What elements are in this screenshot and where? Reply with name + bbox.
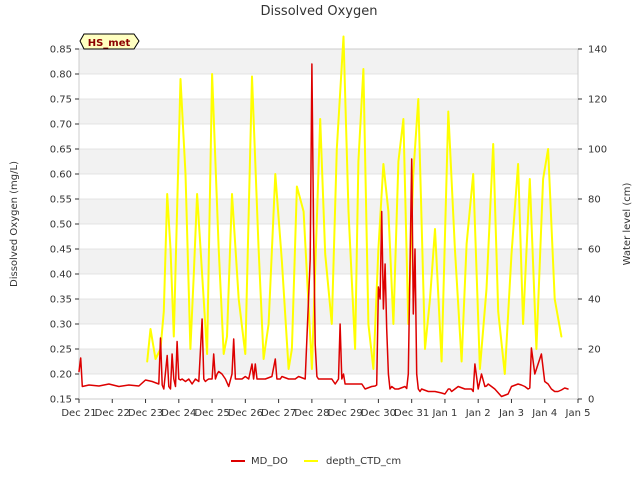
legend: MD_DO depth_CTD_cm [231,456,401,467]
y-tick-label-left: 0.65 [50,145,72,156]
background-band [79,299,578,324]
y-tick-label-left: 0.40 [50,270,72,281]
x-tick-label: Dec 28 [294,408,329,419]
x-tick-label: Jan 3 [498,408,524,419]
station-badge-label: HS_met [88,38,131,49]
y-tick-label-right: 40 [588,295,601,306]
x-tick-label: Dec 29 [328,408,363,419]
legend-label-md-do: MD_DO [251,456,288,467]
y-tick-label-left: 0.80 [50,70,72,81]
background-band [79,199,578,224]
y-tick-label-right: 120 [588,95,607,106]
x-tick-label: Dec 30 [361,408,396,419]
station-badge: HS_met [79,33,140,50]
y-tick-label-left: 0.50 [50,220,72,231]
x-tick-label: Dec 27 [261,408,296,419]
series-layer [78,35,569,398]
y-tick-label-left: 0.30 [50,320,72,331]
x-tick-label: Dec 26 [228,408,263,419]
background-band [79,49,578,74]
x-tick-label: Jan 5 [565,408,591,419]
background-band [79,99,578,124]
y-tick-label-left: 0.45 [50,245,72,256]
y-tick-label-right: 140 [588,45,607,56]
y-tick-label-right: 80 [588,195,601,206]
y-tick-label-right: 100 [588,145,607,156]
background-band [79,149,578,174]
y-tick-label-left: 0.25 [50,345,72,356]
y-tick-label-right: 20 [588,345,601,356]
left-y-axis-ticks: 0.15 0.20 0.25 0.30 0.35 0.40 0.45 0.50 0.55 0.60… [50,45,79,406]
y-tick-label-right: 0 [588,395,594,406]
x-tick-label: Dec 21 [61,408,96,419]
plot-background-bands [79,49,578,374]
left-y-axis-label: Dissolved Oxygen (mg/L) [9,161,20,287]
right-y-axis-ticks: 0 20 40 60 80 100 120 140 [578,45,607,406]
series-line-depth-ctd-cm [146,35,563,375]
x-tick-label: Dec 25 [194,408,229,419]
y-tick-label-left: 0.70 [50,120,72,131]
y-tick-label-right: 60 [588,245,601,256]
legend-label-depth: depth_CTD_cm [326,456,401,467]
y-tick-label-left: 0.60 [50,170,72,181]
background-band [79,249,578,274]
x-tick-label: Jan 2 [465,408,491,419]
y-tick-label-left: 0.85 [50,45,72,56]
x-tick-label: Dec 31 [394,408,429,419]
right-y-axis-label: Water level (cm) [622,183,633,266]
y-tick-label-left: 0.15 [50,395,72,406]
series-line-md-do [78,63,569,398]
x-tick-label: Dec 23 [128,408,163,419]
x-tick-label: Jan 1 [431,408,457,419]
x-tick-label: Dec 22 [95,408,130,419]
chart-title: Dissolved Oxygen [261,4,378,19]
y-tick-label-left: 0.55 [50,195,72,206]
x-tick-label: Dec 24 [161,408,196,419]
y-tick-label-left: 0.35 [50,295,72,306]
y-tick-label-left: 0.20 [50,370,72,381]
y-tick-label-left: 0.75 [50,95,72,106]
x-tick-label: Jan 4 [531,408,557,419]
